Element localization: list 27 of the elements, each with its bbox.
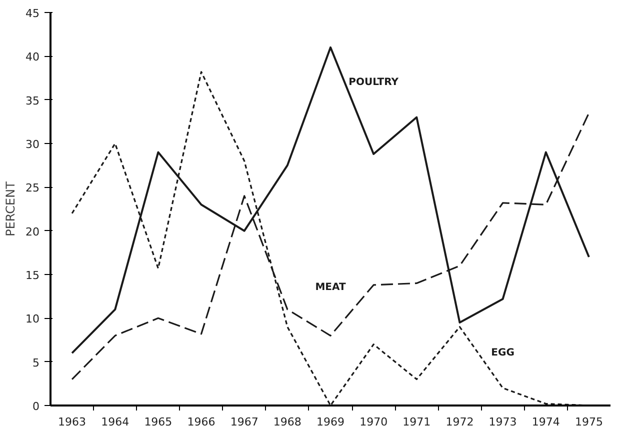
y-tick-label: 40 [26,50,40,64]
y-tick-label: 25 [26,182,40,195]
x-tick-label: 1967 [230,416,258,428]
y-tick-label: 35 [26,94,40,108]
x-tick-label: 1969 [316,416,345,428]
x-tick-label: 1964 [101,416,130,428]
x-tick-label: 1963 [58,416,86,428]
x-tick-label: 1965 [144,416,172,428]
y-tick-label: 30 [26,138,40,151]
y-axis-title: PERCENT [4,180,18,236]
x-tick-label: 1970 [360,416,388,428]
x-tick-label: 1975 [574,416,603,428]
x-tick-label: 1966 [187,416,216,428]
series-label: POULTRY [348,76,400,88]
y-tick-label: 20 [26,225,40,238]
series-label: EGG [491,348,514,359]
x-tick-label: 1973 [488,416,517,428]
x-tick-label: 1968 [273,416,302,428]
x-tick-label: 1971 [402,416,431,428]
y-tick-label: 0 [32,400,40,413]
x-tick-label: 1974 [532,416,560,428]
x-tick-label: 1972 [446,416,474,428]
y-tick-label: 10 [26,312,40,326]
y-tick-label: 15 [26,269,40,282]
y-tick-label: 45 [26,7,40,20]
series-label: MEAT [315,282,346,294]
y-tick-label: 5 [32,356,40,370]
